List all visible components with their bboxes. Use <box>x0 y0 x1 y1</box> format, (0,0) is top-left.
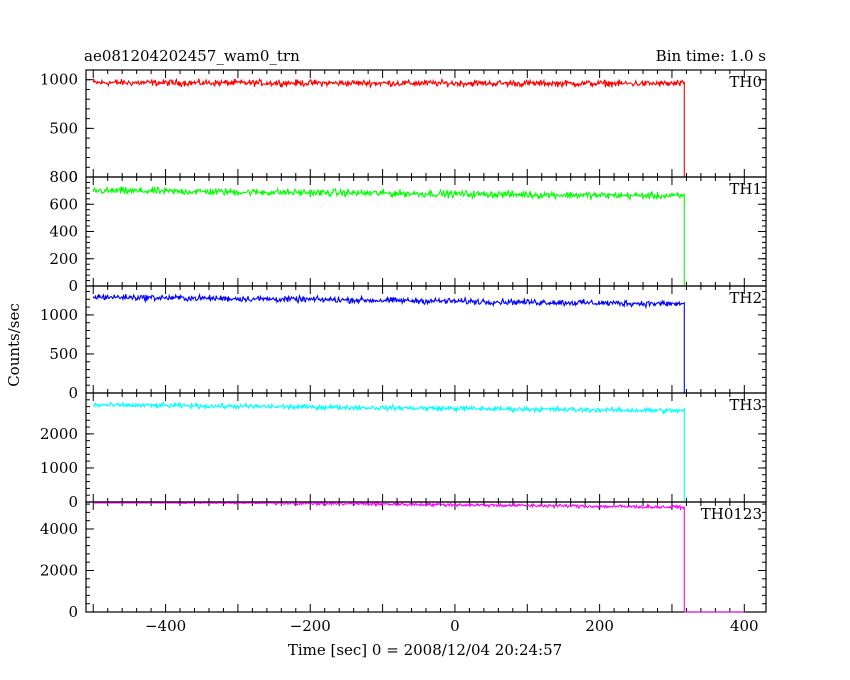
y-tick-label: 800 <box>49 168 78 186</box>
panels-group: 0 500 1000 TH0 0 200 400 600 800 TH1 0 500 1000 TH2 0 1… <box>40 69 767 635</box>
series-label-th1: TH1 <box>729 180 762 198</box>
bin-time-label: Bin time: 1.0 s <box>656 47 766 65</box>
series-line-th2 <box>92 292 745 394</box>
y-tick-label: 1000 <box>40 306 78 324</box>
series-line-th0123 <box>93 501 745 613</box>
y-tick-label: 200 <box>49 250 78 268</box>
series-label-th0: TH0 <box>729 73 762 91</box>
x-tick-label: 200 <box>585 617 614 635</box>
chart-title: ae081204202457_wam0_trn <box>84 47 300 65</box>
y-tick-label: 0 <box>68 384 78 402</box>
series-label-th3: TH3 <box>729 396 762 414</box>
x-tick-label: −400 <box>145 617 186 635</box>
y-tick-label: 1000 <box>40 71 78 89</box>
y-axis-label: Counts/sec <box>5 303 23 387</box>
y-tick-label: 2000 <box>40 425 78 443</box>
series-label-th2: TH2 <box>729 289 762 307</box>
series-line-th1 <box>92 185 745 287</box>
y-tick-label: 500 <box>49 345 78 363</box>
y-tick-label: 4000 <box>40 520 78 538</box>
x-tick-label: 400 <box>730 617 759 635</box>
y-tick-label: 400 <box>49 223 78 241</box>
y-tick-label: 0 <box>68 603 78 621</box>
y-tick-label: 500 <box>49 119 78 137</box>
series-label-th0123: TH0123 <box>701 505 762 523</box>
y-tick-label: 0 <box>68 168 78 186</box>
y-tick-label: 0 <box>68 493 78 511</box>
series-line-th0 <box>92 77 745 178</box>
x-tick-label: 0 <box>450 617 460 635</box>
y-tick-label: 1000 <box>40 459 78 477</box>
series-line-th3 <box>92 400 745 503</box>
y-tick-label: 0 <box>68 277 78 295</box>
y-tick-label: 600 <box>49 195 78 213</box>
x-tick-label: −200 <box>290 617 331 635</box>
y-tick-label: 2000 <box>40 561 78 579</box>
x-axis-label: Time [sec] 0 = 2008/12/04 20:24:57 <box>288 641 562 659</box>
panel-frame-th0123 <box>85 501 767 613</box>
